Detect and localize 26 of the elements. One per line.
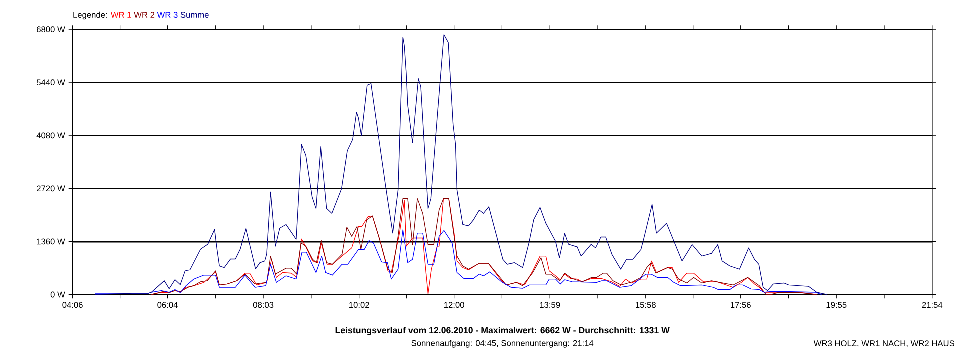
x-tick-label: 19:55 [826,302,847,308]
x-tick-label: 06:04 [158,302,178,308]
y-tick-label: 1360 W [37,238,66,245]
text: WR 2 [134,12,155,18]
y-tick-label: 0 W [50,292,66,298]
text: WR 3 [157,12,178,18]
x-tick-label: 21:54 [922,302,943,308]
text: WR 1 [110,12,132,18]
text: Sonnenaufgang: 04:45, Sonnenuntergang: 21:14 [412,340,594,348]
y-tick-label: 6800 W [37,26,66,33]
text: WR3 HOLZ, WR1 NACH, WR2 HAUS [814,340,954,348]
text: Leistungsverlauf vom 12.06.2010 - Maximalwert: 6662 W - Durchschnitt: 1331 W [336,327,670,336]
x-tick-label: 04:06 [62,302,83,308]
y-tick-label: 2720 W [37,186,66,192]
x-tick-label: 15:58 [636,302,656,308]
x-tick-label: 17:56 [731,302,751,308]
y-tick-label: 5440 W [36,80,66,86]
x-tick-label: 13:59 [540,302,560,308]
x-tick-label: 12:00 [444,302,464,308]
x-tick-label: 10:02 [350,302,370,308]
legend-title: Legende: [74,12,108,20]
text: Summe [180,12,209,18]
x-tick-label: 08:03 [253,302,274,308]
line-series [95,34,828,296]
line-series [95,230,822,296]
y-tick-label: 4080 W [36,132,66,139]
